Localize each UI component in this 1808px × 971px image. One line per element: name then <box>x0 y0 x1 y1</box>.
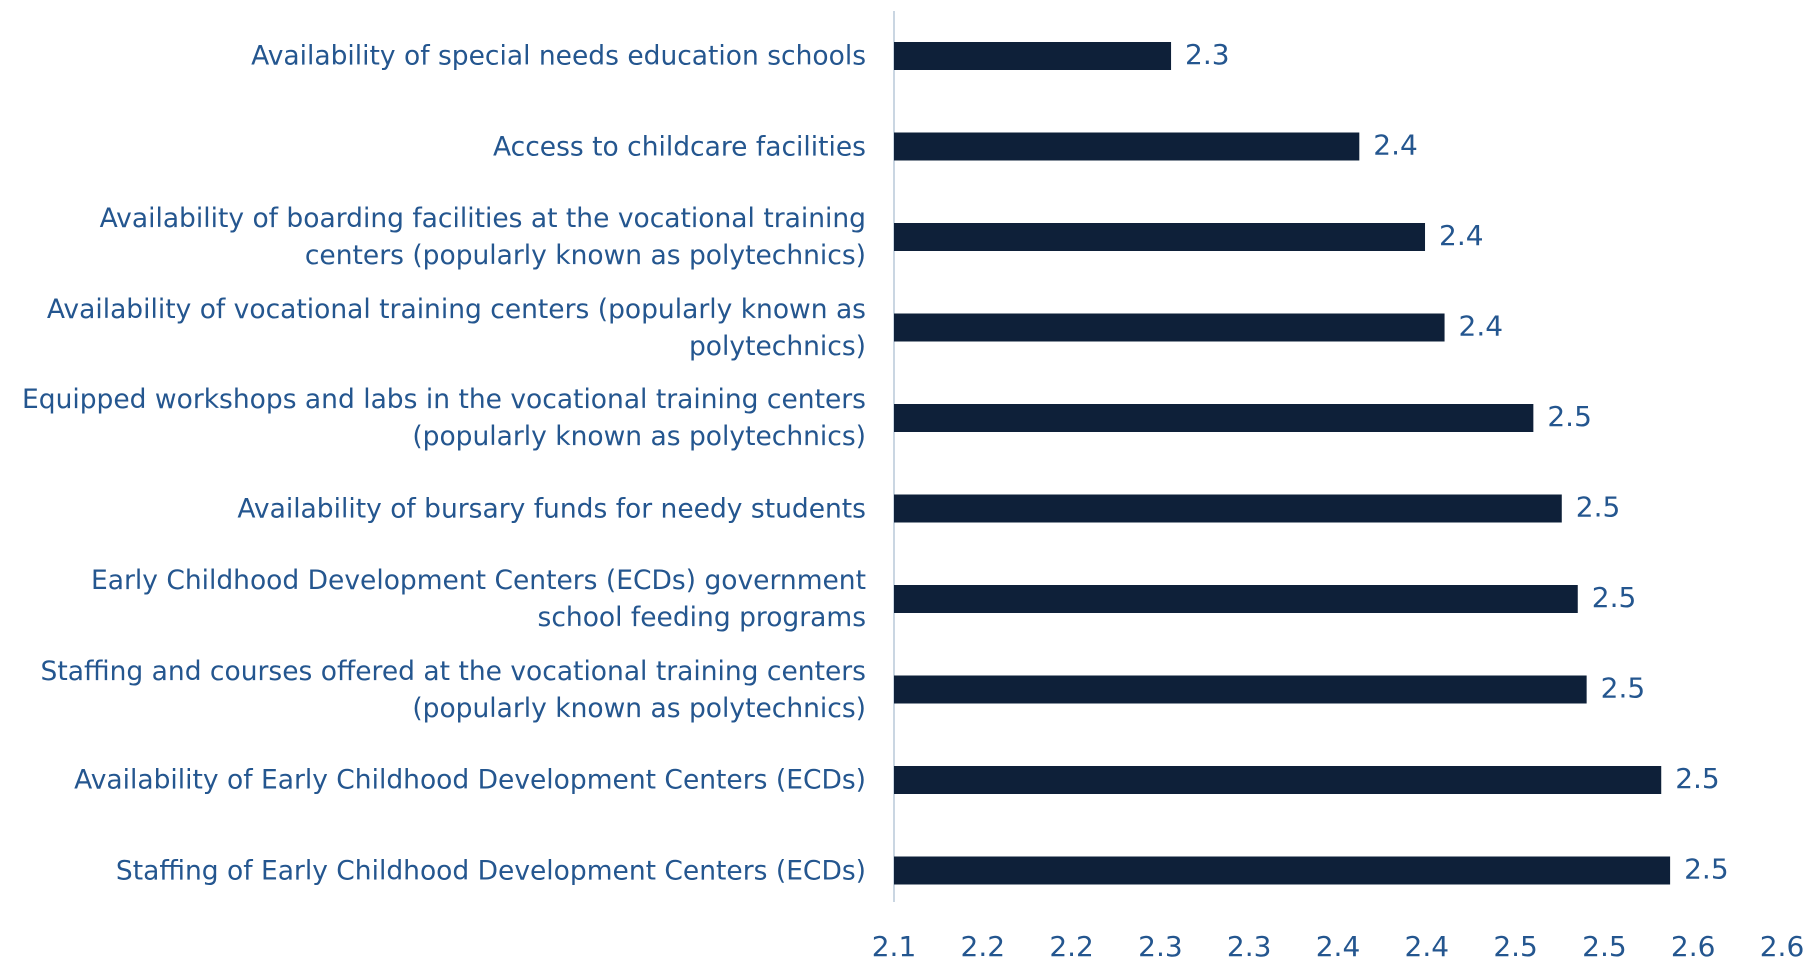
value-label: 2.4 <box>1373 129 1418 162</box>
bar <box>894 132 1360 161</box>
x-tick-label: 2.3 <box>1138 930 1183 963</box>
value-label: 2.3 <box>1185 38 1230 71</box>
bar <box>894 585 1578 613</box>
x-tick-label: 2.2 <box>961 930 1006 963</box>
value-label: 2.5 <box>1592 581 1637 614</box>
x-tick-label: 2.6 <box>1671 930 1716 963</box>
bar <box>894 404 1534 432</box>
category-label: Access to childcare facilities <box>492 131 866 162</box>
value-label: 2.5 <box>1675 762 1720 795</box>
x-tick-label: 2.5 <box>1582 930 1627 963</box>
category-label: Availability of special needs education … <box>251 40 866 72</box>
x-tick-label: 2.6 <box>1760 930 1805 963</box>
category-label: Staffing of Early Childhood Development … <box>115 855 866 886</box>
x-tick-label: 2.2 <box>1049 930 1094 963</box>
x-tick-label: 2.1 <box>872 930 917 963</box>
value-label: 2.5 <box>1547 400 1592 433</box>
bar <box>894 223 1426 251</box>
x-tick-label: 2.4 <box>1316 930 1361 963</box>
bar <box>894 494 1562 523</box>
x-tick-label: 2.5 <box>1493 930 1538 963</box>
category-label: Availability of bursary funds for needy … <box>237 493 866 524</box>
value-label: 2.5 <box>1576 491 1621 524</box>
value-label: 2.4 <box>1459 310 1504 343</box>
category-label: Staffing and courses offered at the voca… <box>40 655 866 724</box>
category-label: Availability of boarding facilities at t… <box>99 203 866 271</box>
category-label: Equipped workshops and labs in the vocat… <box>22 384 866 452</box>
bar <box>894 42 1172 70</box>
bar <box>894 675 1587 704</box>
value-label: 2.4 <box>1439 219 1484 252</box>
bar <box>894 766 1662 794</box>
bar <box>894 313 1445 342</box>
category-label: Early Childhood Development Centers (ECD… <box>90 565 866 633</box>
category-label: Availability of vocational training cent… <box>46 293 866 362</box>
x-tick-label: 2.4 <box>1405 930 1450 963</box>
x-tick-label: 2.3 <box>1227 930 1272 963</box>
bar <box>894 856 1671 885</box>
value-label: 2.5 <box>1601 672 1646 705</box>
category-label: Availability of Early Childhood Developm… <box>74 764 866 796</box>
value-label: 2.5 <box>1684 853 1729 886</box>
